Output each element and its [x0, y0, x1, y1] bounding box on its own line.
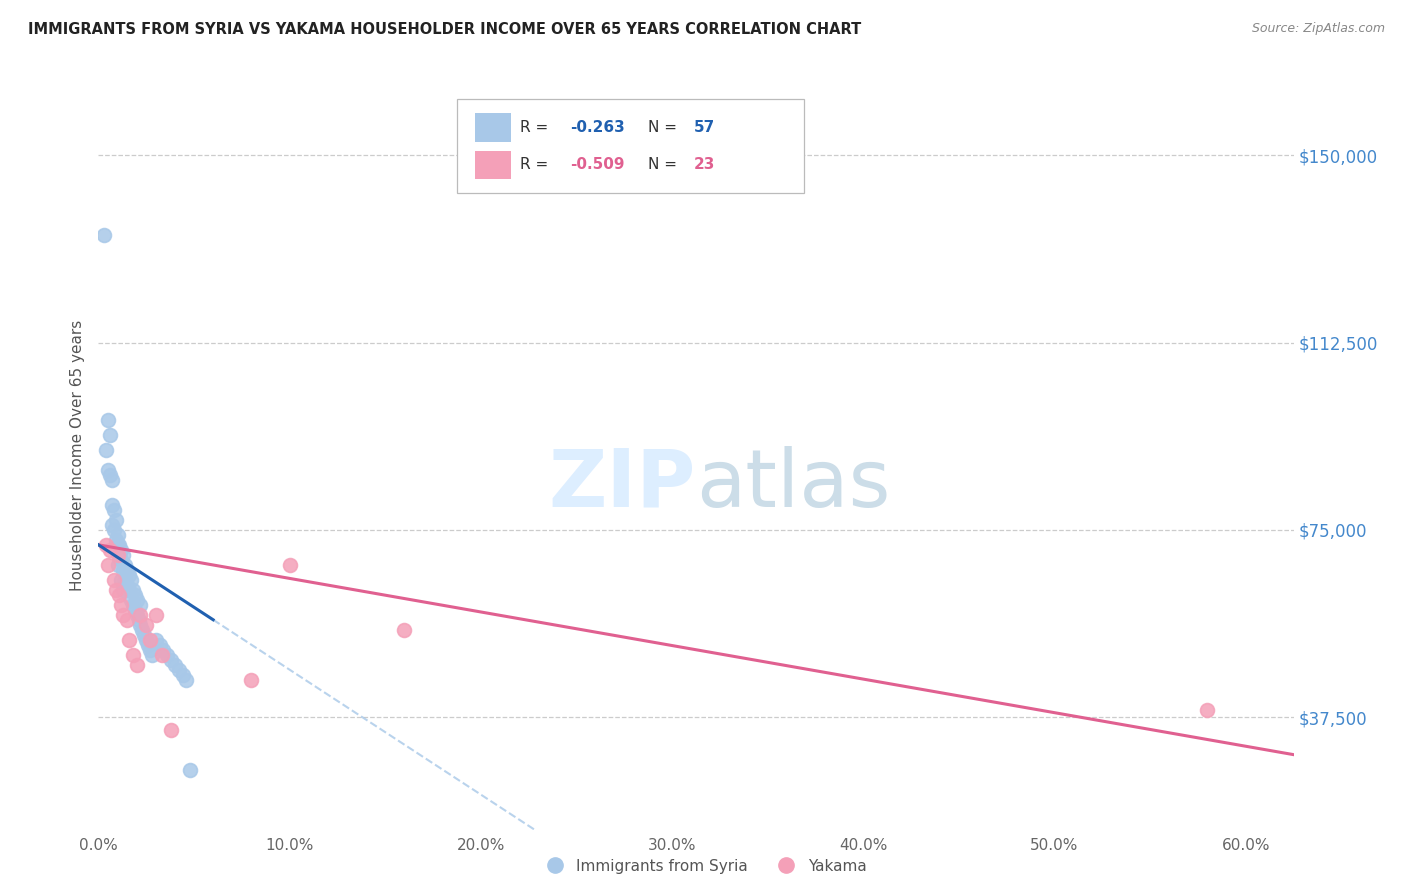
Point — [103, 503, 125, 517]
Point — [93, 228, 115, 243]
Point — [104, 582, 127, 597]
Point — [97, 463, 120, 477]
Point — [115, 563, 138, 577]
Point — [121, 598, 143, 612]
Text: IMMIGRANTS FROM SYRIA VS YAKAMA HOUSEHOLDER INCOME OVER 65 YEARS CORRELATION CHA: IMMIGRANTS FROM SYRIA VS YAKAMA HOUSEHOL… — [28, 22, 862, 37]
Text: Source: ZipAtlas.com: Source: ZipAtlas.com — [1251, 22, 1385, 36]
Point — [94, 442, 117, 457]
Point — [172, 667, 194, 681]
Point — [112, 607, 135, 622]
Point — [129, 598, 152, 612]
Point — [160, 723, 183, 737]
Point — [108, 548, 131, 562]
Point — [134, 628, 156, 642]
Legend: Immigrants from Syria, Yakama: Immigrants from Syria, Yakama — [533, 853, 873, 880]
Point — [156, 648, 179, 662]
Text: -0.509: -0.509 — [571, 158, 626, 172]
Point — [112, 582, 135, 597]
Text: -0.263: -0.263 — [571, 120, 626, 135]
Point — [129, 617, 152, 632]
Point — [139, 632, 162, 647]
Text: atlas: atlas — [696, 446, 890, 524]
Point — [101, 498, 124, 512]
Point — [94, 538, 117, 552]
Point — [112, 563, 135, 577]
Point — [160, 653, 183, 667]
Point — [118, 632, 141, 647]
Text: 23: 23 — [693, 158, 716, 172]
Point — [141, 648, 163, 662]
Point — [120, 573, 142, 587]
Point — [104, 513, 127, 527]
Point — [121, 648, 143, 662]
Y-axis label: Householder Income Over 65 years: Householder Income Over 65 years — [70, 319, 86, 591]
Text: N =: N = — [648, 158, 678, 172]
Point — [118, 582, 141, 597]
Point — [124, 603, 146, 617]
Point — [101, 473, 124, 487]
Point — [131, 623, 153, 637]
Point — [240, 673, 263, 687]
Text: R =: R = — [520, 120, 548, 135]
FancyBboxPatch shape — [457, 99, 804, 193]
Text: ZIP: ZIP — [548, 446, 696, 524]
FancyBboxPatch shape — [475, 113, 510, 142]
Point — [139, 642, 162, 657]
Point — [115, 578, 138, 592]
Point — [1197, 703, 1219, 717]
Point — [107, 538, 129, 552]
Point — [394, 623, 416, 637]
Point — [121, 582, 143, 597]
Point — [167, 663, 190, 677]
Point — [107, 558, 129, 572]
Point — [118, 567, 141, 582]
Point — [107, 528, 129, 542]
Point — [110, 573, 132, 587]
Point — [103, 523, 125, 537]
Point — [110, 598, 132, 612]
Point — [101, 517, 124, 532]
Point — [125, 592, 148, 607]
Point — [98, 428, 121, 442]
Point — [120, 592, 142, 607]
Point — [129, 607, 152, 622]
Point — [136, 638, 159, 652]
Point — [114, 558, 136, 572]
Point — [124, 588, 146, 602]
Point — [97, 413, 120, 427]
Text: N =: N = — [648, 120, 678, 135]
Point — [163, 657, 186, 672]
Point — [115, 613, 138, 627]
Point — [150, 648, 173, 662]
Point — [145, 607, 167, 622]
Point — [149, 638, 172, 652]
Point — [128, 613, 150, 627]
Point — [125, 607, 148, 622]
Point — [97, 558, 120, 572]
Point — [98, 467, 121, 482]
Point — [104, 533, 127, 547]
Point — [112, 548, 135, 562]
Point — [103, 573, 125, 587]
Point — [125, 657, 148, 672]
Point — [98, 542, 121, 557]
Point — [179, 763, 201, 777]
Point — [114, 573, 136, 587]
Point — [152, 642, 174, 657]
Point — [110, 542, 132, 557]
Point — [108, 588, 131, 602]
Text: 57: 57 — [693, 120, 714, 135]
Point — [176, 673, 198, 687]
Point — [135, 617, 157, 632]
Point — [110, 553, 132, 567]
Point — [107, 548, 129, 562]
Point — [108, 538, 131, 552]
Point — [145, 632, 167, 647]
FancyBboxPatch shape — [475, 151, 510, 179]
Point — [135, 632, 157, 647]
Point — [278, 558, 301, 572]
Text: R =: R = — [520, 158, 548, 172]
